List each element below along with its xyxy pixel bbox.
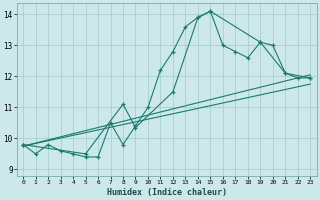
X-axis label: Humidex (Indice chaleur): Humidex (Indice chaleur) — [107, 188, 227, 197]
